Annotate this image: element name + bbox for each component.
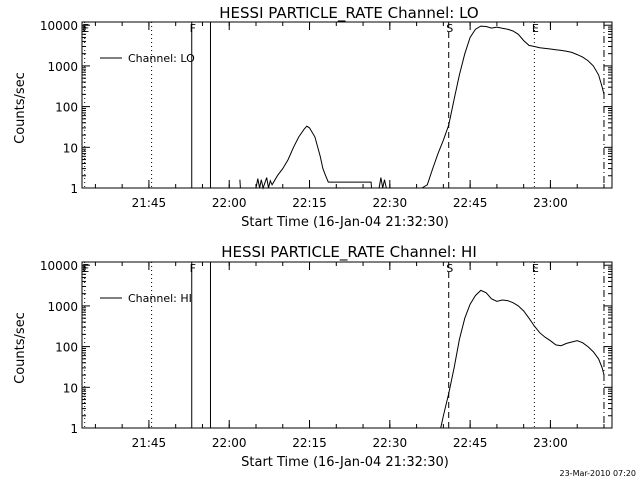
y-tick-label: 1000 (47, 60, 78, 74)
series-line (255, 125, 372, 190)
y-tick-label: 100 (55, 341, 78, 355)
event-marker-label: E (532, 22, 539, 35)
x-tick-label: 22:00 (212, 436, 247, 450)
legend-entry: Channel: LO (128, 52, 195, 65)
legend-entry: Channel: HI (128, 292, 192, 305)
x-axis-label: Start Time (16-Jan-04 21:32:30) (241, 455, 449, 470)
x-tick-label: 21:45 (132, 436, 167, 450)
series-line (239, 179, 241, 189)
event-marker-label: F (190, 22, 196, 35)
y-axis-label: Counts/sec (13, 312, 28, 384)
x-tick-label: 22:15 (292, 196, 327, 210)
y-tick-label: 10 (63, 141, 78, 155)
y-tick-label: 10000 (40, 19, 78, 33)
y-tick-label: 1 (70, 422, 78, 436)
event-marker-label: F (190, 262, 196, 275)
x-tick-label: 22:30 (373, 436, 408, 450)
event-marker-label: S (446, 22, 453, 35)
event-marker-label: E (82, 22, 89, 35)
y-tick-label: 100 (55, 101, 78, 115)
series-line (378, 177, 387, 189)
y-tick-label: 1 (70, 182, 78, 196)
x-tick-label: 21:45 (132, 196, 167, 210)
lo-channel-chart: HESSI PARTICLE_RATE Channel: LO Counts/s… (13, 4, 613, 230)
plot-frame (81, 21, 613, 189)
chart-title: HESSI PARTICLE_RATE Channel: LO (219, 4, 478, 23)
event-marker-label: E (82, 262, 89, 275)
y-tick-label: 10000 (40, 259, 78, 273)
y-tick-label: 1000 (47, 300, 78, 314)
plot-frame (81, 261, 613, 429)
x-tick-label: 22:30 (373, 196, 408, 210)
x-tick-label: 23:00 (533, 196, 568, 210)
x-tick-label: 23:00 (533, 436, 568, 450)
footer-timestamp: 23-Mar-2010 07:20 (560, 469, 637, 478)
series-line (440, 289, 605, 429)
y-axis-label: Counts/sec (13, 72, 28, 144)
hi-channel-chart: HESSI PARTICLE_RATE Channel: HI Counts/s… (13, 243, 613, 470)
x-axis-label: Start Time (16-Jan-04 21:32:30) (241, 215, 449, 230)
chart-title: HESSI PARTICLE_RATE Channel: HI (221, 243, 477, 262)
x-tick-label: 22:15 (292, 436, 327, 450)
y-tick-label: 10 (63, 381, 78, 395)
series-line (421, 25, 605, 189)
x-tick-label: 22:45 (453, 436, 488, 450)
event-marker-label: E (532, 262, 539, 275)
x-tick-label: 22:00 (212, 196, 247, 210)
event-marker-label: S (446, 262, 453, 275)
x-tick-label: 22:45 (453, 196, 488, 210)
